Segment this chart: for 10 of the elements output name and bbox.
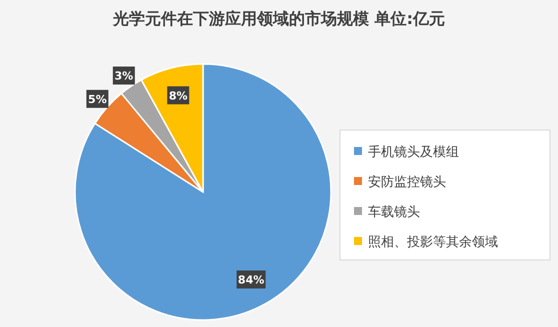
pie-slice: [74, 63, 332, 321]
data-label: 84%: [238, 273, 264, 286]
data-label: 8%: [168, 89, 188, 102]
data-label: 5%: [88, 92, 107, 106]
legend-label: 车载镜头: [368, 205, 420, 220]
legend-label: 手机镜头及模组: [368, 145, 459, 160]
legend-label: 照相、投影等其余领域: [368, 235, 498, 250]
legend-label: 安防监控镜头: [368, 174, 446, 190]
chart-title: 光学元件在下游应用领域的市场规模 单位:亿元: [112, 9, 445, 28]
data-label: 3%: [114, 70, 134, 83]
